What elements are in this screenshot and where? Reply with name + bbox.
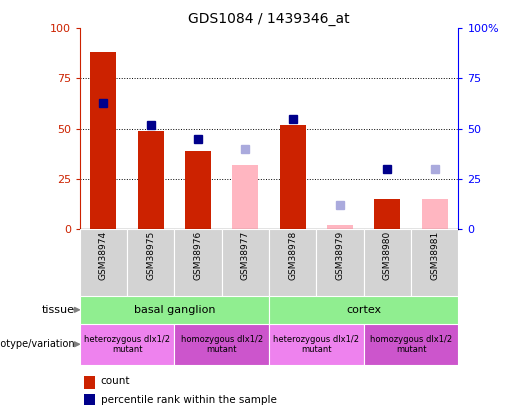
FancyBboxPatch shape <box>222 229 269 296</box>
Bar <box>83 375 95 389</box>
Text: basal ganglion: basal ganglion <box>134 305 215 315</box>
Bar <box>374 199 400 229</box>
Text: heterozygous dlx1/2
mutant: heterozygous dlx1/2 mutant <box>273 335 359 354</box>
FancyBboxPatch shape <box>175 229 222 296</box>
Bar <box>232 165 259 229</box>
Bar <box>269 296 458 324</box>
Text: heterozygous dlx1/2
mutant: heterozygous dlx1/2 mutant <box>84 335 170 354</box>
Bar <box>269 324 364 364</box>
Text: percentile rank within the sample: percentile rank within the sample <box>100 395 277 405</box>
Text: cortex: cortex <box>346 305 381 315</box>
Text: homozygous dlx1/2
mutant: homozygous dlx1/2 mutant <box>370 335 452 354</box>
FancyBboxPatch shape <box>411 229 458 296</box>
Bar <box>185 151 211 229</box>
Bar <box>280 125 306 229</box>
FancyBboxPatch shape <box>269 229 316 296</box>
Bar <box>80 296 269 324</box>
Text: GSM38977: GSM38977 <box>241 231 250 280</box>
Text: GSM38975: GSM38975 <box>146 231 156 280</box>
Bar <box>83 394 95 405</box>
Text: count: count <box>100 376 130 386</box>
Bar <box>422 199 448 229</box>
Text: GSM38979: GSM38979 <box>336 231 345 280</box>
Text: GSM38980: GSM38980 <box>383 231 392 280</box>
Text: genotype/variation: genotype/variation <box>0 339 75 349</box>
Text: homozygous dlx1/2
mutant: homozygous dlx1/2 mutant <box>181 335 263 354</box>
Bar <box>138 130 164 229</box>
FancyBboxPatch shape <box>80 229 127 296</box>
Bar <box>327 225 353 229</box>
FancyBboxPatch shape <box>364 229 411 296</box>
Bar <box>80 324 175 364</box>
Text: GSM38976: GSM38976 <box>194 231 202 280</box>
Text: GSM38981: GSM38981 <box>430 231 439 280</box>
Bar <box>364 324 458 364</box>
Text: GSM38974: GSM38974 <box>99 231 108 280</box>
Text: tissue: tissue <box>42 305 75 315</box>
Bar <box>175 324 269 364</box>
Bar <box>91 52 116 229</box>
FancyBboxPatch shape <box>127 229 175 296</box>
FancyBboxPatch shape <box>316 229 364 296</box>
Title: GDS1084 / 1439346_at: GDS1084 / 1439346_at <box>188 12 350 26</box>
Text: GSM38978: GSM38978 <box>288 231 297 280</box>
